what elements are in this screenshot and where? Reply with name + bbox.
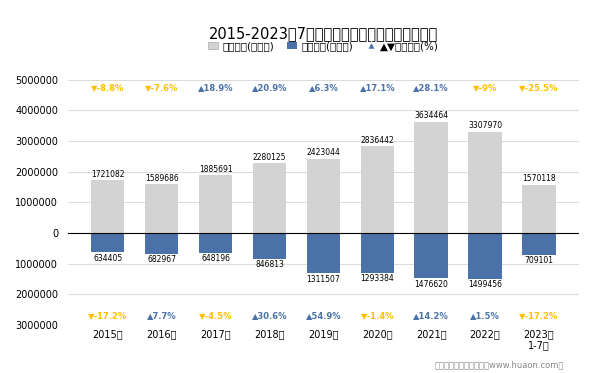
Text: 846813: 846813 bbox=[255, 260, 284, 269]
Bar bbox=[469, 132, 502, 233]
Text: 3634464: 3634464 bbox=[414, 111, 448, 120]
Text: 1293384: 1293384 bbox=[361, 274, 394, 283]
Text: 709101: 709101 bbox=[525, 256, 554, 265]
Text: 682967: 682967 bbox=[147, 256, 176, 264]
Text: 3307970: 3307970 bbox=[468, 121, 502, 130]
Text: 2423044: 2423044 bbox=[307, 148, 340, 157]
Text: ▲20.9%: ▲20.9% bbox=[252, 83, 287, 92]
Text: 648196: 648196 bbox=[201, 254, 230, 263]
Bar bbox=[469, 233, 502, 279]
Bar bbox=[361, 233, 394, 273]
Bar bbox=[415, 122, 448, 233]
Text: ▲17.1%: ▲17.1% bbox=[359, 83, 395, 92]
Text: ▼-17.2%: ▼-17.2% bbox=[519, 311, 559, 320]
Text: ▼-7.6%: ▼-7.6% bbox=[145, 83, 178, 92]
Text: 634405: 634405 bbox=[93, 254, 122, 263]
Text: ▼-8.8%: ▼-8.8% bbox=[91, 83, 124, 92]
Text: 1570118: 1570118 bbox=[522, 174, 556, 184]
Bar bbox=[199, 175, 232, 233]
Text: ▲30.6%: ▲30.6% bbox=[252, 311, 287, 320]
Text: ▲54.9%: ▲54.9% bbox=[305, 311, 341, 320]
Bar bbox=[361, 146, 394, 233]
Title: 2015-2023年7月重庆西永综合保税区进、出口额: 2015-2023年7月重庆西永综合保税区进、出口额 bbox=[208, 26, 438, 41]
Text: ▲28.1%: ▲28.1% bbox=[413, 83, 449, 92]
Text: 1885691: 1885691 bbox=[199, 164, 232, 174]
Text: ▲6.3%: ▲6.3% bbox=[308, 83, 338, 92]
Bar bbox=[252, 233, 286, 259]
Text: ▲7.7%: ▲7.7% bbox=[147, 311, 176, 320]
Text: ▲18.9%: ▲18.9% bbox=[198, 83, 233, 92]
Text: 1589686: 1589686 bbox=[145, 174, 178, 183]
Text: ▲1.5%: ▲1.5% bbox=[470, 311, 500, 320]
Bar bbox=[145, 184, 178, 233]
Text: 1476620: 1476620 bbox=[414, 280, 448, 289]
Text: ▼-17.2%: ▼-17.2% bbox=[88, 311, 127, 320]
Text: 制图：华经产业研究院（www.huaon.com）: 制图：华经产业研究院（www.huaon.com） bbox=[435, 360, 564, 369]
Text: 1311507: 1311507 bbox=[307, 275, 340, 283]
Text: 2836442: 2836442 bbox=[361, 135, 394, 145]
Bar bbox=[522, 185, 556, 233]
Text: ▼-1.4%: ▼-1.4% bbox=[361, 311, 394, 320]
Legend: 出口总额(万美元), 进口总额(万美元), ▲▼同比增速(%): 出口总额(万美元), 进口总额(万美元), ▲▼同比增速(%) bbox=[208, 41, 439, 51]
Bar bbox=[307, 159, 340, 233]
Bar bbox=[145, 233, 178, 254]
Text: ▲14.2%: ▲14.2% bbox=[413, 311, 449, 320]
Text: 1721082: 1721082 bbox=[91, 170, 124, 179]
Bar bbox=[307, 233, 340, 273]
Text: 1499456: 1499456 bbox=[468, 280, 502, 289]
Text: ▼-9%: ▼-9% bbox=[473, 83, 497, 92]
Text: ▼-25.5%: ▼-25.5% bbox=[519, 83, 559, 92]
Bar bbox=[91, 233, 124, 253]
Bar bbox=[252, 163, 286, 233]
Bar bbox=[199, 233, 232, 253]
Bar bbox=[415, 233, 448, 278]
Bar bbox=[91, 180, 124, 233]
Bar bbox=[522, 233, 556, 255]
Text: ▼-4.5%: ▼-4.5% bbox=[199, 311, 232, 320]
Text: 2280125: 2280125 bbox=[252, 153, 286, 162]
